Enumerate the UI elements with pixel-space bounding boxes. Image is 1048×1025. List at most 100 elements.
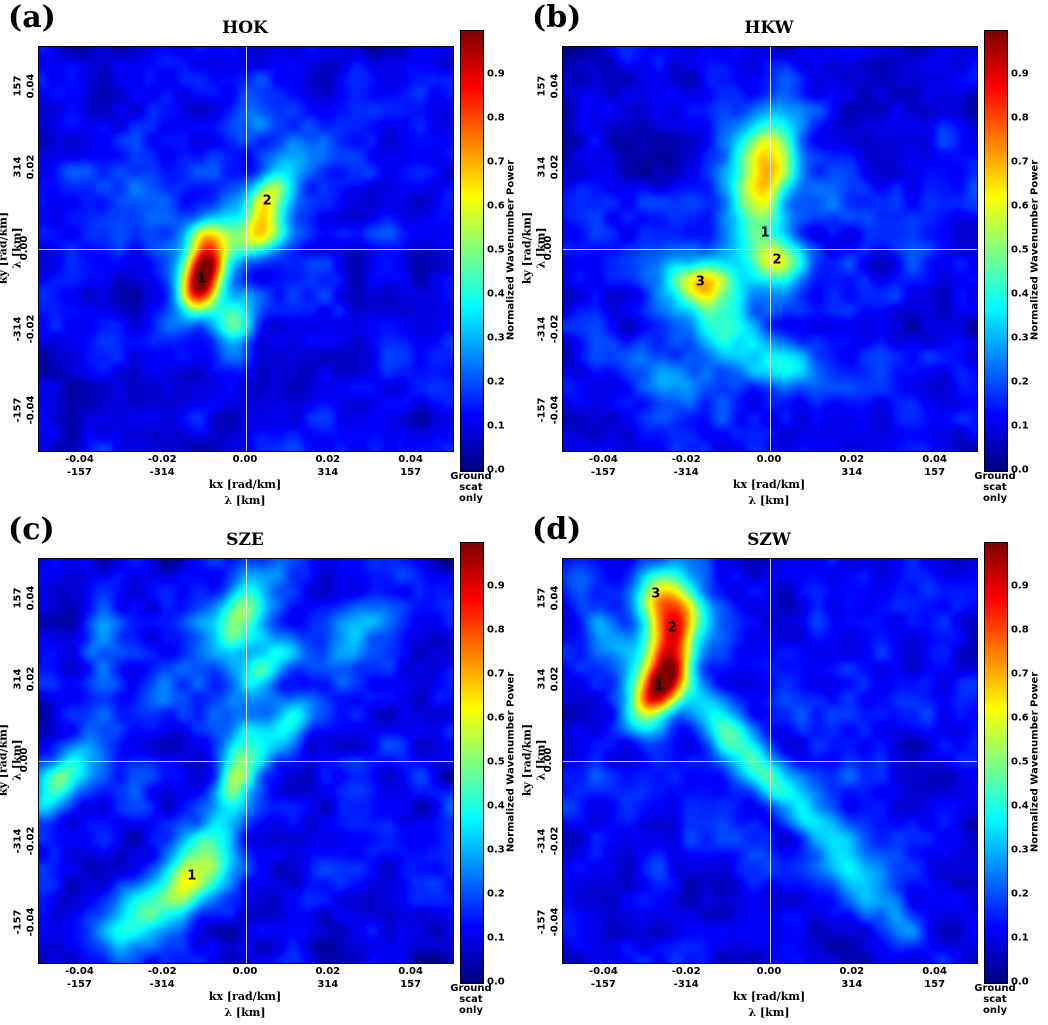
peak-annotation: 3 [695, 274, 705, 290]
colorbar-footer: Ground scat only [450, 471, 492, 504]
colorbar [984, 30, 1008, 472]
x-tick: 0.04 157 [922, 454, 947, 478]
peak-annotation: 1 [187, 868, 197, 884]
colorbar-tick: 0.6 [487, 200, 505, 212]
x-axis-label-lambda: λ [km] [748, 494, 790, 507]
x-tick: 0.02 314 [315, 454, 341, 478]
peak-annotation: 2 [262, 193, 272, 209]
colorbar-tick: 0.3 [1011, 844, 1029, 856]
x-tick: -0.04 -157 [588, 454, 618, 478]
colorbar-tick: 0.3 [487, 844, 505, 856]
colorbar-label: Normalized Wavenumber Power [1029, 159, 1041, 341]
x-axis-label-lambda: λ [km] [224, 1006, 266, 1019]
x-tick: -0.02 -314 [671, 966, 701, 990]
y-tick: 314 0.02 [536, 154, 561, 180]
y-tick: -157 -0.04 [12, 907, 37, 937]
peak-annotation: 1 [197, 271, 207, 287]
colorbar-tick: 0.7 [487, 668, 505, 680]
panel-title: SZW [747, 530, 791, 550]
x-tick: 0.04 157 [398, 454, 423, 478]
x-axis-label-lambda: λ [km] [224, 494, 266, 507]
y-tick: -157 -0.04 [536, 395, 561, 425]
colorbar-tick: 0.4 [1011, 288, 1029, 300]
heatmap-plot: 1 [38, 558, 454, 964]
colorbar-tick: 0.8 [487, 112, 505, 124]
crosshair-horizontal-line [39, 761, 453, 762]
colorbar-tick: 0.5 [1011, 244, 1029, 256]
peak-annotation: 1 [760, 225, 770, 241]
colorbar-footer: Ground scat only [450, 983, 492, 1016]
x-tick: -0.04 -157 [588, 966, 618, 990]
colorbar-tick: 0.1 [487, 932, 505, 944]
colorbar-tick: 0.7 [1011, 668, 1029, 680]
panel-title: HOK [222, 18, 268, 38]
colorbar-tick: 0.1 [487, 420, 505, 432]
y-tick: 314 0.02 [536, 666, 561, 692]
peak-annotation: 2 [772, 252, 782, 268]
x-tick: -0.02 -314 [147, 966, 177, 990]
colorbar-tick: 0.4 [487, 288, 505, 300]
colorbar-tick: 0.2 [487, 888, 505, 900]
x-axis-label-k: kx [rad/km] [732, 478, 806, 491]
colorbar-tick: 0.1 [1011, 932, 1029, 944]
colorbar-label: Normalized Wavenumber Power [505, 159, 517, 341]
y-tick: -157 -0.04 [12, 395, 37, 425]
colorbar-tick: 0.7 [1011, 156, 1029, 168]
colorbar [460, 30, 484, 472]
x-tick: 0.00 [756, 454, 782, 465]
colorbar-gradient [985, 31, 1007, 471]
x-axis-label-k: kx [rad/km] [732, 990, 806, 1003]
y-tick: 157 0.04 [536, 74, 561, 99]
colorbar-label: Normalized Wavenumber Power [1029, 671, 1041, 853]
colorbar-tick: 0.6 [1011, 200, 1029, 212]
peak-annotation: 2 [667, 620, 677, 636]
colorbar-tick: 0.5 [487, 244, 505, 256]
y-tick: -314 -0.02 [12, 826, 37, 856]
y-tick: 314 0.02 [12, 154, 37, 180]
panel-title: SZE [226, 530, 264, 550]
colorbar-tick: 0.1 [1011, 420, 1029, 432]
panel-letter: (d) [532, 512, 582, 547]
x-tick: -0.04 -157 [64, 966, 94, 990]
colorbar-tick: 0.8 [487, 624, 505, 636]
y-tick: 0.00 [542, 235, 554, 261]
x-tick: 0.00 [756, 966, 782, 977]
colorbar-tick: 0.0 [487, 976, 505, 988]
colorbar-gradient [461, 31, 483, 471]
y-tick: 0.00 [18, 747, 30, 773]
y-tick: -314 -0.02 [12, 314, 37, 344]
peak-annotation: 3 [651, 586, 661, 602]
y-tick: 0.00 [542, 747, 554, 773]
colorbar-tick: 0.7 [487, 156, 505, 168]
colorbar [984, 542, 1008, 984]
x-tick: 0.04 157 [398, 966, 423, 990]
y-tick: 0.00 [18, 235, 30, 261]
colorbar-tick: 0.0 [487, 464, 505, 476]
colorbar-tick: 0.3 [487, 332, 505, 344]
y-tick: -157 -0.04 [536, 907, 561, 937]
x-tick: -0.02 -314 [147, 454, 177, 478]
colorbar-tick: 0.3 [1011, 332, 1029, 344]
colorbar-tick: 0.2 [1011, 888, 1029, 900]
panel-letter: (c) [8, 512, 55, 547]
colorbar-footer: Ground scat only [974, 471, 1016, 504]
colorbar-gradient [985, 543, 1007, 983]
colorbar-tick: 0.9 [1011, 580, 1029, 592]
crosshair-horizontal-line [39, 249, 453, 250]
colorbar-label: Normalized Wavenumber Power [505, 671, 517, 853]
x-tick: 0.00 [232, 966, 258, 977]
x-axis-label-k: kx [rad/km] [208, 990, 282, 1003]
y-tick: 157 0.04 [536, 586, 561, 611]
y-tick: 157 0.04 [12, 586, 37, 611]
panel-letter: (a) [8, 0, 56, 35]
crosshair-horizontal-line [563, 761, 977, 762]
colorbar-tick: 0.9 [487, 580, 505, 592]
colorbar-tick: 0.9 [487, 68, 505, 80]
x-axis-label-k: kx [rad/km] [208, 478, 282, 491]
x-tick: 0.02 314 [839, 454, 865, 478]
y-tick: -314 -0.02 [536, 314, 561, 344]
